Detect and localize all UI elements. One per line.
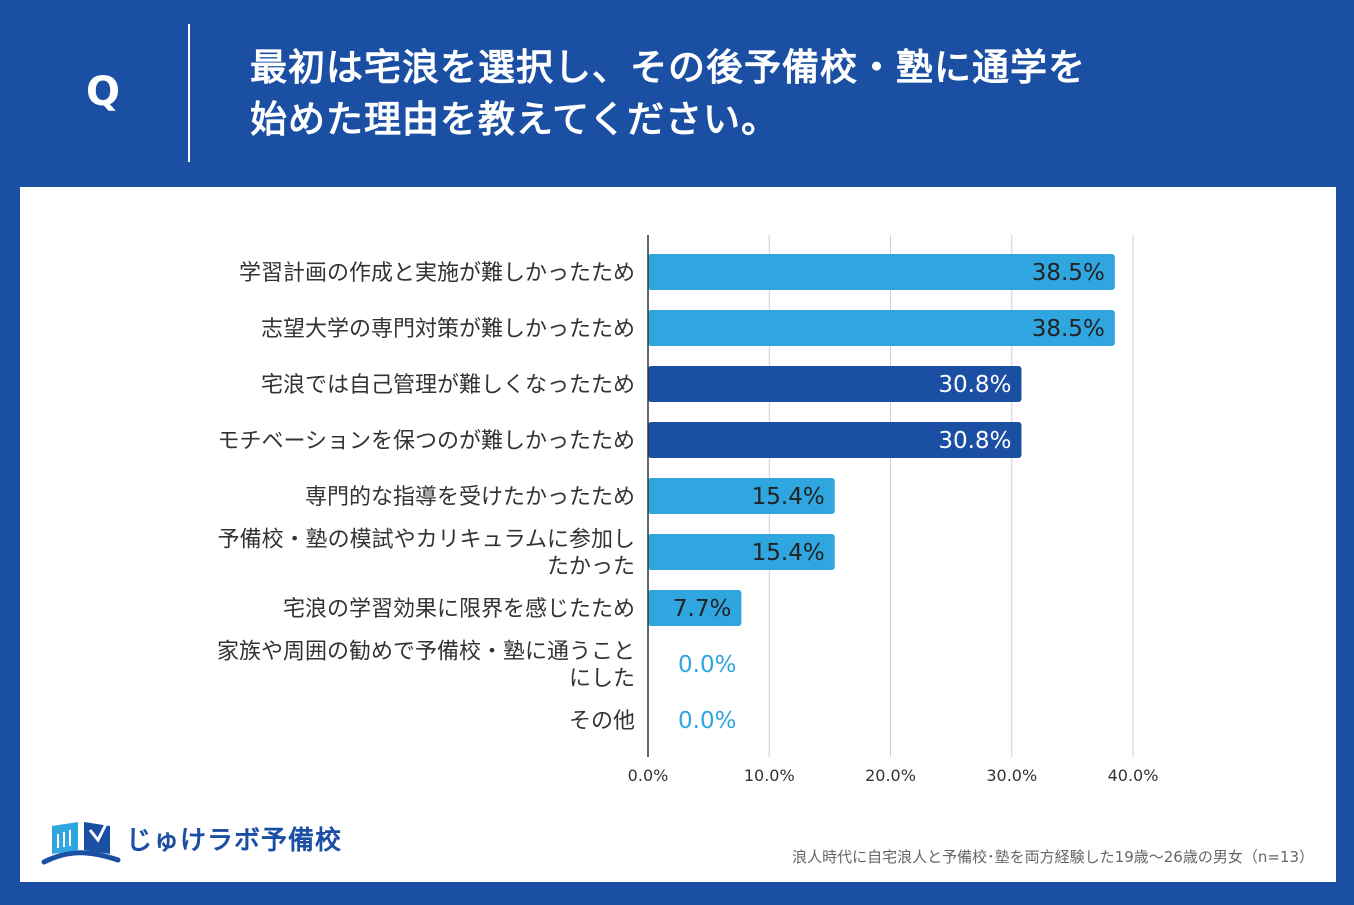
bar-chart: 0.0% 10.0% 20.0% 30.0% 40.0% 38.5% 学習計画の作成と実施が… bbox=[217, 235, 1159, 785]
header-divider bbox=[188, 24, 190, 162]
category-label: 学習計画の作成と実施が難しかったため bbox=[239, 261, 635, 286]
data-label: 0.0% bbox=[678, 652, 736, 678]
x-tick-label: 30.0% bbox=[986, 766, 1037, 785]
brand-logo: じゅけラボ予備校 bbox=[38, 810, 358, 870]
category-label: たかった bbox=[547, 555, 635, 580]
category-label: にした bbox=[569, 667, 635, 692]
x-tick-label: 0.0% bbox=[628, 766, 669, 785]
data-label: 0.0% bbox=[678, 708, 736, 734]
question-text: 最初は宅浪を選択し、その後予備校・塾に通学を 始めた理由を教えてください。 bbox=[250, 42, 1310, 146]
category-label: 志望大学の専門対策が難しかったため bbox=[261, 317, 635, 342]
bar bbox=[648, 478, 835, 514]
chart-panel: 0.0% 10.0% 20.0% 30.0% 40.0% 38.5% 学習計画の作成と実施が… bbox=[20, 187, 1336, 882]
data-label: 15.4% bbox=[752, 540, 825, 566]
data-label: 30.8% bbox=[938, 428, 1011, 454]
category-label: モチベーションを保つのが難しかったため bbox=[217, 429, 635, 454]
q-label: Q bbox=[85, 69, 120, 115]
footnote: 浪人時代に自宅浪人と予備校･塾を両方経験した19歳～26歳の男女（n=13） bbox=[792, 848, 1314, 866]
x-tick-label: 10.0% bbox=[744, 766, 795, 785]
logo-text: じゅけラボ予備校 bbox=[126, 826, 343, 856]
category-label: 専門的な指導を受けたかったため bbox=[305, 485, 635, 510]
bar bbox=[648, 254, 1115, 290]
bar bbox=[648, 422, 1022, 458]
data-label: 38.5% bbox=[1032, 260, 1105, 286]
category-label: 宅浪の学習効果に限界を感じたため bbox=[283, 597, 635, 622]
data-label: 30.8% bbox=[938, 372, 1011, 398]
bar bbox=[648, 310, 1115, 346]
data-label: 7.7% bbox=[673, 596, 731, 622]
data-label: 15.4% bbox=[752, 484, 825, 510]
category-label: 予備校・塾の模試やカリキュラムに参加し bbox=[218, 528, 635, 553]
bar bbox=[648, 534, 835, 570]
question-header: Q 最初は宅浪を選択し、その後予備校・塾に通学を 始めた理由を教えてください。 bbox=[0, 0, 1354, 187]
category-label: 家族や周囲の勧めで予備校・塾に通うこと bbox=[217, 640, 635, 665]
x-tick-label: 20.0% bbox=[865, 766, 916, 785]
data-label: 38.5% bbox=[1032, 316, 1105, 342]
category-label: その他 bbox=[569, 709, 635, 734]
bar bbox=[648, 590, 742, 626]
category-label: 宅浪では自己管理が難しくなったため bbox=[261, 373, 635, 398]
question-line-2: 始めた理由を教えてください。 bbox=[250, 98, 780, 141]
question-line-1: 最初は宅浪を選択し、その後予備校・塾に通学を bbox=[250, 46, 1086, 89]
x-tick-label: 40.0% bbox=[1108, 766, 1159, 785]
bar bbox=[648, 366, 1022, 402]
open-book-icon bbox=[41, 819, 121, 865]
